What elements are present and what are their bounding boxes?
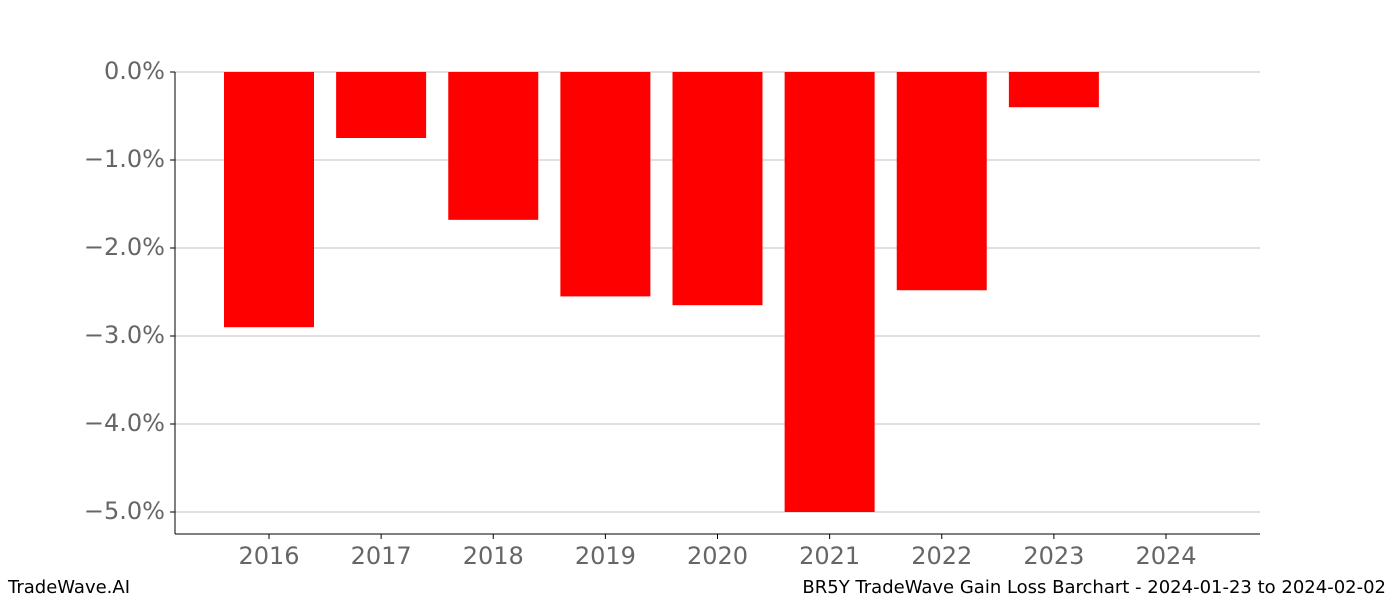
y-tick-label: −2.0% xyxy=(84,233,165,261)
y-tick-label: −5.0% xyxy=(84,497,165,525)
x-tick-label: 2022 xyxy=(911,542,972,570)
footer-right: BR5Y TradeWave Gain Loss Barchart - 2024… xyxy=(802,577,1386,598)
x-tick-label: 2020 xyxy=(687,542,748,570)
bar xyxy=(224,72,314,328)
bar xyxy=(560,72,651,297)
x-tick-label: 2017 xyxy=(351,542,412,570)
y-tick-label: 0.0% xyxy=(104,57,165,85)
bar xyxy=(896,72,987,291)
x-tick-label: 2023 xyxy=(1023,542,1084,570)
bar xyxy=(784,72,875,512)
bar xyxy=(672,72,763,306)
bar xyxy=(1008,72,1099,108)
x-tick-label: 2018 xyxy=(463,542,524,570)
x-tick-label: 2021 xyxy=(799,542,860,570)
x-tick-label: 2024 xyxy=(1135,542,1196,570)
footer-left: TradeWave.AI xyxy=(7,577,130,598)
x-tick-label: 2019 xyxy=(575,542,636,570)
y-tick-label: −4.0% xyxy=(84,409,165,437)
bar xyxy=(448,72,539,220)
y-tick-label: −1.0% xyxy=(84,145,165,173)
x-tick-label: 2016 xyxy=(238,542,299,570)
y-tick-label: −3.0% xyxy=(84,321,165,349)
bar xyxy=(336,72,427,138)
